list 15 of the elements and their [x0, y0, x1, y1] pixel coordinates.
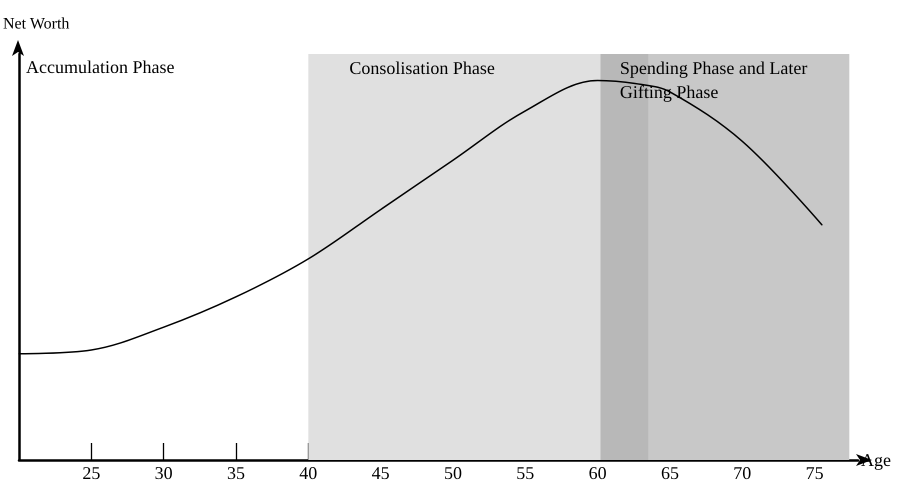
x-tick-label: 70	[733, 463, 752, 483]
x-tick-label: 55	[516, 463, 534, 483]
x-tick-label: 50	[444, 463, 462, 483]
band-label: Consolisation Phase	[349, 58, 495, 78]
x-tick-label: 25	[82, 463, 100, 483]
x-tick-label: 65	[660, 463, 679, 483]
x-tick-label: 45	[372, 463, 390, 483]
text: Accumulation Phase	[26, 57, 174, 77]
x-tick-label: 75	[806, 463, 824, 483]
x-tick-label: 60	[588, 463, 607, 483]
x-tick-label: 30	[154, 463, 173, 483]
y-axis-title: Net Worth	[3, 16, 70, 32]
x-tick-label: 35	[226, 463, 245, 483]
x-tick-label: 40	[299, 463, 318, 483]
band-label: Spending Phase and Later Gifting Phase	[620, 58, 812, 102]
